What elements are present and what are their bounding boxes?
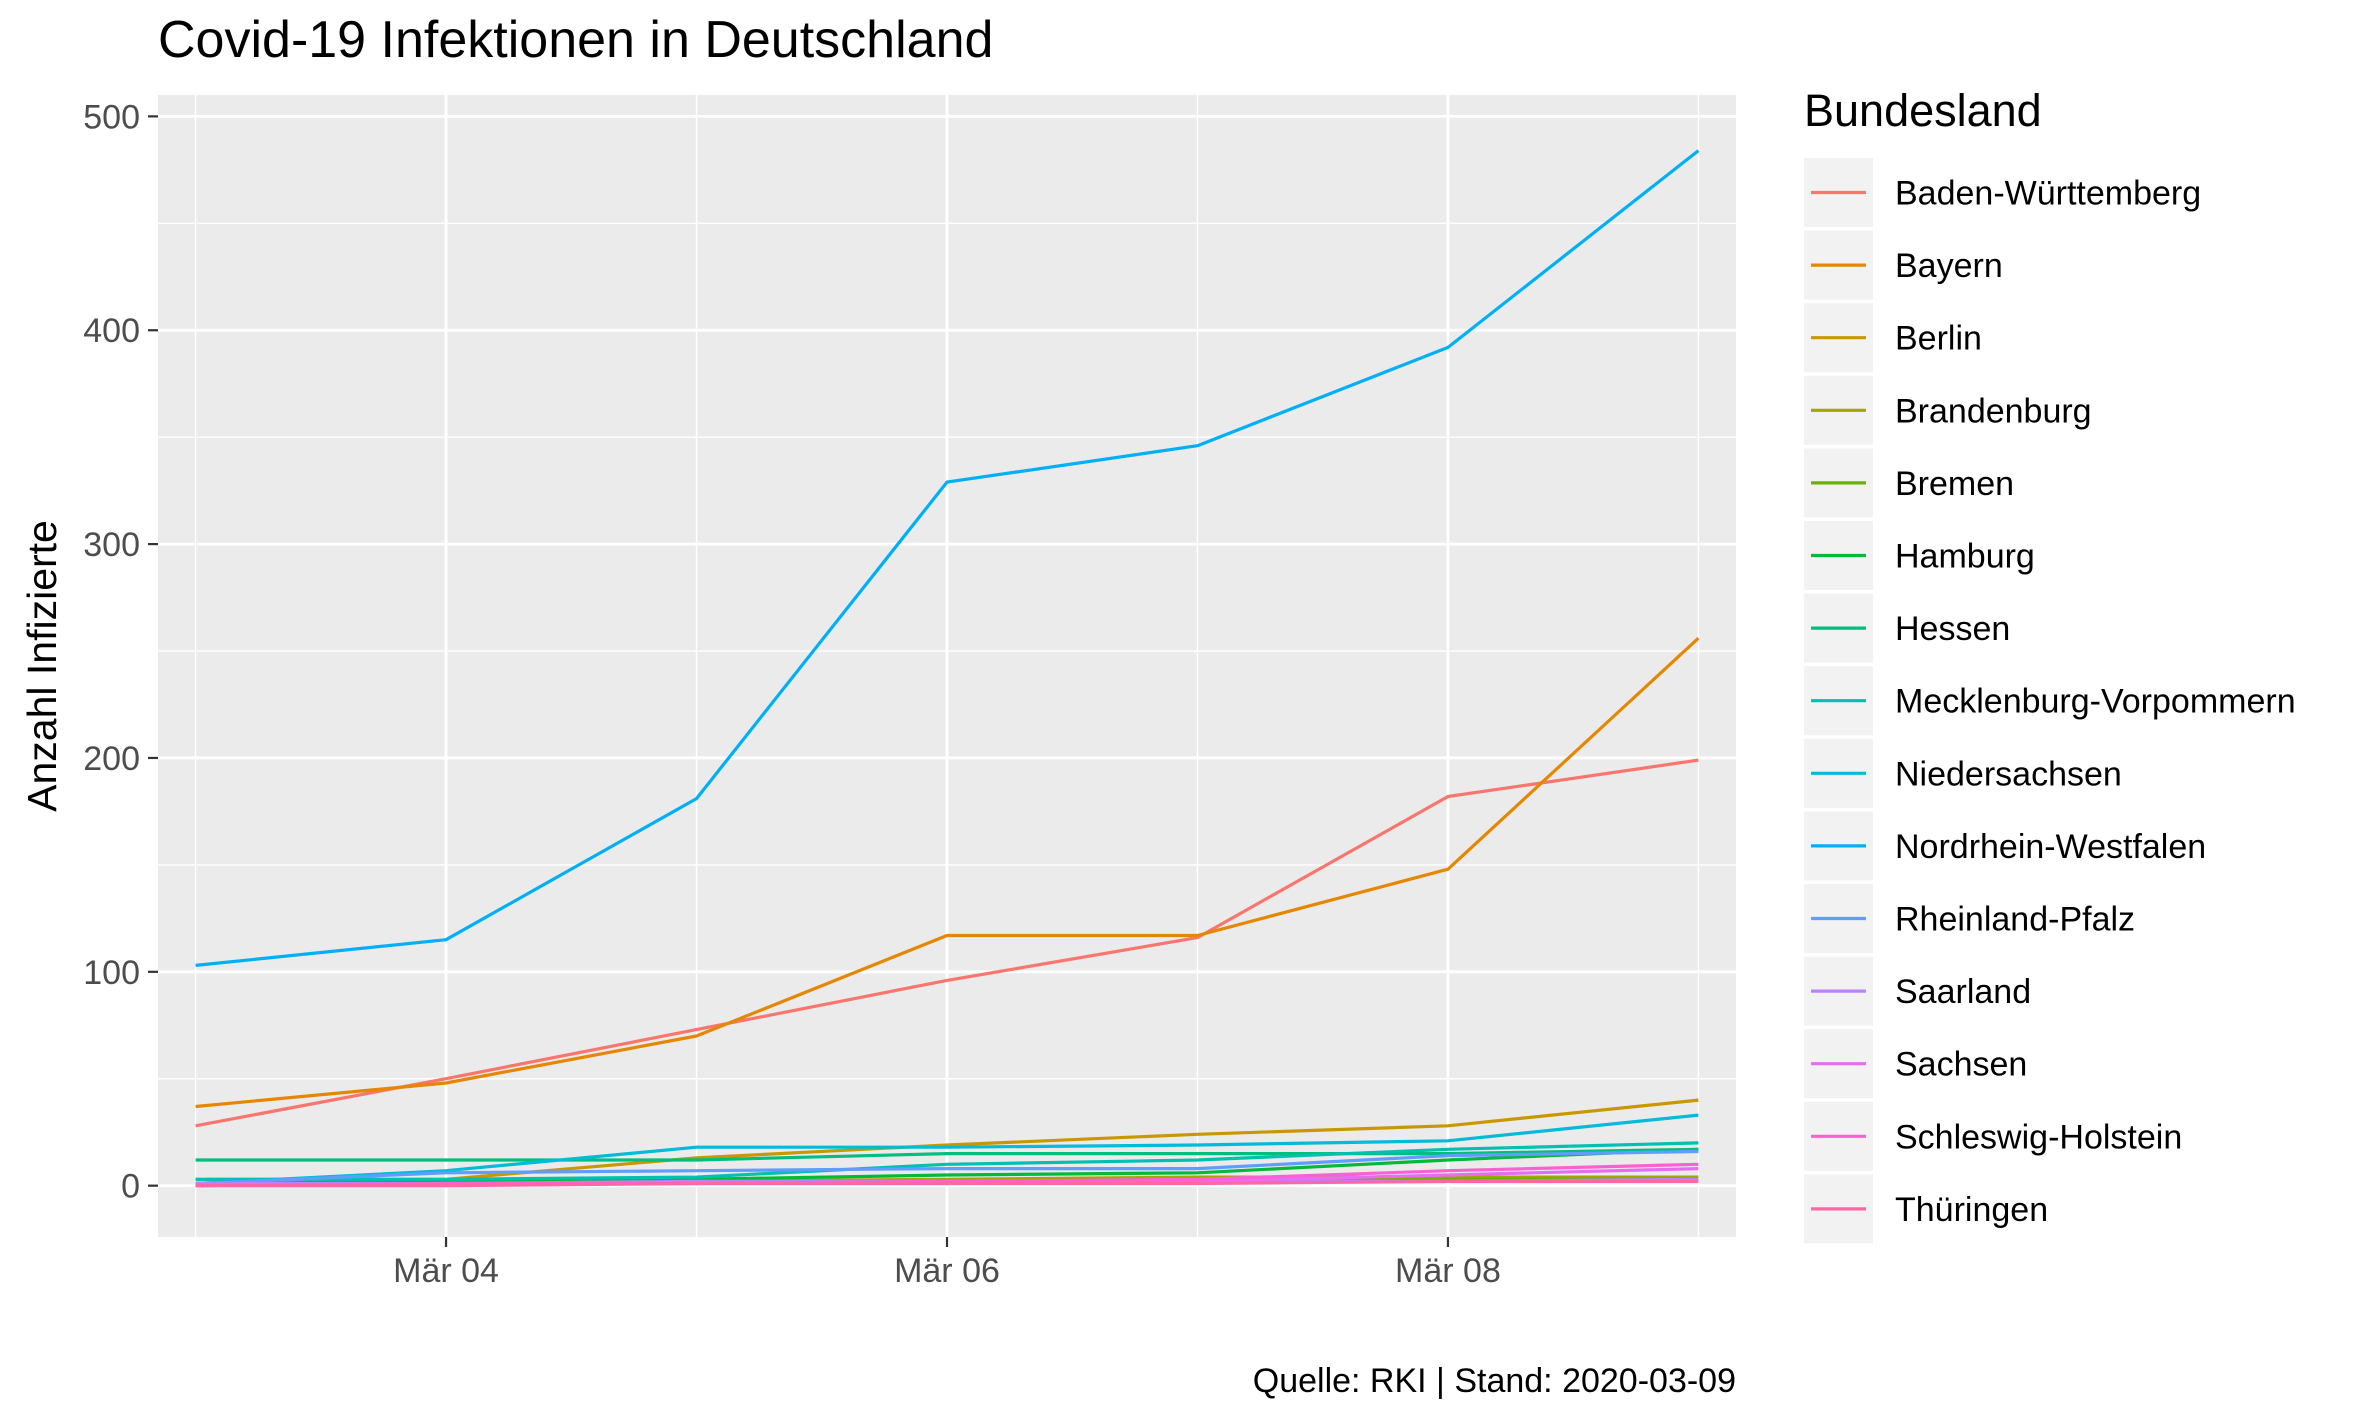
y-tick-label: 300 <box>83 526 140 564</box>
legend-label: Rheinland-Pfalz <box>1895 901 2135 939</box>
series-line-hessen <box>195 1147 1699 1162</box>
chart-title: Covid-19 Infektionen in Deutschland <box>158 11 993 69</box>
legend-item-sachsen: Sachsen <box>1804 1029 2027 1099</box>
legend-item-niedersachsen: Niedersachsen <box>1804 738 2122 808</box>
y-tick-label: 200 <box>83 740 140 778</box>
y-tick-label: 400 <box>83 312 140 350</box>
legend-item-brandenburg: Brandenburg <box>1804 375 2092 445</box>
series-line-rheinland-pfalz <box>195 1149 1699 1186</box>
legend-label: Nordrhein-Westfalen <box>1895 828 2206 866</box>
x-tick-label: Mär 06 <box>894 1252 1000 1290</box>
legend-item-thueringen: Thüringen <box>1804 1174 2048 1244</box>
major-gridlines <box>158 95 1736 1237</box>
legend-item-hamburg: Hamburg <box>1804 521 2035 590</box>
legend-item-mecklenburg-vorpommern: Mecklenburg-Vorpommern <box>1804 666 2296 736</box>
legend-label: Thüringen <box>1895 1191 2048 1229</box>
series-line-bayern <box>195 637 1700 1109</box>
legend-label: Hessen <box>1895 610 2010 648</box>
series-line-mecklenburg-vorpommern <box>195 1141 1699 1181</box>
series-line-schleswig-holstein <box>195 1162 1699 1188</box>
series-line-nordrhein-westfalen <box>195 149 1700 967</box>
x-axis: Mär 04 Mär 06 Mär 08 <box>393 1237 1501 1290</box>
x-tick-label: Mär 08 <box>1395 1252 1501 1290</box>
legend-item-berlin: Berlin <box>1804 303 1982 373</box>
legend-item-schleswig-holstein: Schleswig-Holstein <box>1804 1101 2182 1171</box>
legend-item-saarland: Saarland <box>1804 956 2031 1026</box>
legend-item-nordrhein-westfalen: Nordrhein-Westfalen <box>1804 811 2206 881</box>
series-line-niedersachsen <box>195 1113 1699 1186</box>
chart-caption: Quelle: RKI | Stand: 2020-03-09 <box>1253 1362 1736 1400</box>
legend-item-rheinland-pfalz: Rheinland-Pfalz <box>1804 884 2135 953</box>
series-line-thueringen <box>195 1179 1699 1188</box>
legend-item-bremen: Bremen <box>1804 448 2014 518</box>
legend-label: Brandenburg <box>1895 392 2092 430</box>
legend-label: Saarland <box>1895 973 2031 1011</box>
legend-item-hessen: Hessen <box>1804 593 2010 663</box>
legend-label: Berlin <box>1895 320 1982 358</box>
legend-item-bayern: Bayern <box>1804 230 2003 300</box>
legend-title: Bundesland <box>1804 85 2042 136</box>
legend-label: Niedersachsen <box>1895 755 2122 793</box>
series-line-hamburg <box>195 1147 1699 1186</box>
y-axis: 0 100 200 300 400 500 <box>83 98 158 1206</box>
y-axis-title: Anzahl Infizierte <box>19 520 65 812</box>
y-tick-label: 500 <box>83 98 140 136</box>
legend-label: Baden-Württemberg <box>1895 175 2201 213</box>
y-tick-label: 100 <box>83 954 140 992</box>
legend-label: Mecklenburg-Vorpommern <box>1895 683 2296 721</box>
legend-label: Hamburg <box>1895 538 2035 576</box>
legend: Baden-Württemberg Bayern Berlin Brandenburg… <box>1804 158 2296 1244</box>
y-tick-label: 0 <box>121 1168 140 1206</box>
legend-label: Bayern <box>1895 247 2003 285</box>
legend-label: Sachsen <box>1895 1046 2027 1084</box>
series-lines <box>195 149 1700 1188</box>
series-line-baden-wuerttemberg <box>195 758 1699 1128</box>
legend-item-baden-wuerttemberg: Baden-Württemberg <box>1804 158 2201 227</box>
legend-label: Bremen <box>1895 465 2014 503</box>
x-tick-label: Mär 04 <box>393 1252 499 1290</box>
legend-label: Schleswig-Holstein <box>1895 1118 2182 1156</box>
